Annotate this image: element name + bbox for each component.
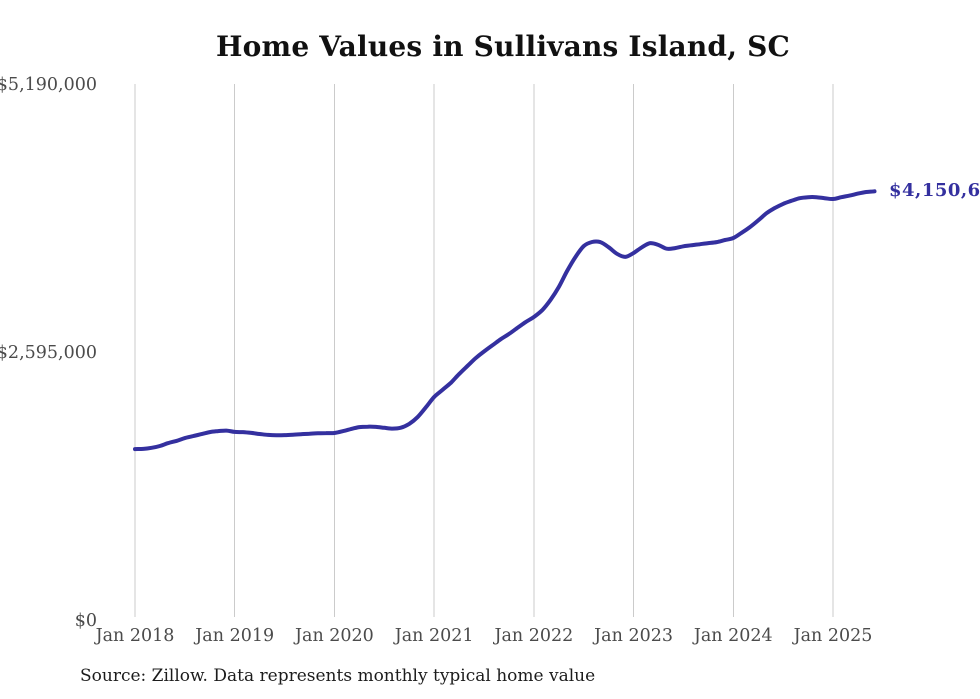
x-tick-label: Jan 2019 [193, 626, 274, 646]
x-tick-label: Jan 2020 [293, 626, 374, 646]
x-tick-label: Jan 2023 [592, 626, 673, 646]
y-tick-label: $0 [75, 611, 97, 631]
current-value-label: $4,150,650 [889, 180, 980, 202]
home-value-line [133, 189, 877, 452]
y-tick-label: $2,595,000 [0, 343, 97, 363]
x-tick-label: Jan 2022 [492, 626, 573, 646]
x-tick-label: Jan 2025 [792, 626, 873, 646]
source-note: Source: Zillow. Data represents monthly … [80, 666, 596, 686]
chart-title: Home Values in Sullivans Island, SC [215, 30, 791, 63]
y-tick-label: $5,190,000 [0, 75, 97, 95]
x-tick-label: Jan 2018 [94, 626, 175, 646]
x-tick-label: Jan 2021 [393, 626, 474, 646]
x-tick-label: Jan 2024 [692, 626, 773, 646]
